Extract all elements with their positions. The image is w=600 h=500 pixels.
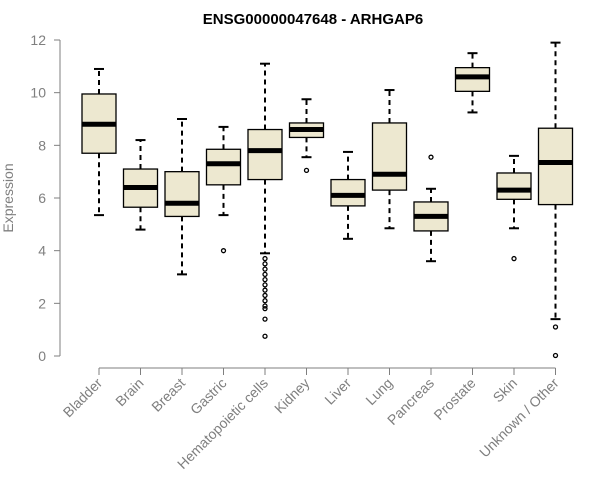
outlier-point xyxy=(262,276,268,283)
outlier-point xyxy=(262,255,268,262)
y-tick-label: 10 xyxy=(30,85,46,101)
box-kidney xyxy=(288,98,325,174)
outlier-point xyxy=(552,324,559,330)
iqr-box xyxy=(205,148,242,186)
outlier-point xyxy=(428,154,434,160)
iqr-box xyxy=(330,178,366,207)
x-tick-label: Breast xyxy=(148,375,188,415)
box-breast xyxy=(164,118,200,276)
box-pancreas xyxy=(413,154,449,263)
y-tick-label: 6 xyxy=(38,190,46,206)
outlier-point xyxy=(552,352,559,359)
y-tick-label: 4 xyxy=(38,243,46,259)
iqr-box xyxy=(496,172,532,200)
iqr-box xyxy=(164,171,200,218)
iqr-box xyxy=(247,128,283,181)
outlier-point xyxy=(262,292,268,299)
outlier-point xyxy=(511,255,517,262)
x-tick-label: Kidney xyxy=(271,375,313,417)
outlier-point xyxy=(262,316,268,322)
box-gastric xyxy=(205,125,242,254)
y-tick-label: 2 xyxy=(38,295,46,311)
chart-title: ENSG00000047648 - ARHGAP6 xyxy=(203,11,423,28)
plot-area xyxy=(81,41,574,359)
x-tick-label: Unknown / Other xyxy=(476,375,562,461)
iqr-box xyxy=(454,67,491,93)
x-tick-label: Lung xyxy=(362,375,395,408)
y-tick-label: 0 xyxy=(38,348,46,364)
outlier-point xyxy=(262,303,268,309)
outlier-point xyxy=(262,266,268,272)
outlier-point xyxy=(303,167,310,174)
y-tick-label: 8 xyxy=(38,137,46,153)
outlier-point xyxy=(262,287,268,293)
outlier-point xyxy=(262,282,268,288)
outlier-point xyxy=(262,298,268,304)
outlier-point xyxy=(262,261,268,267)
x-tick-label: Prostate xyxy=(430,375,478,423)
box-lung xyxy=(371,89,408,230)
x-tick-label: Brain xyxy=(112,375,146,409)
outlier-point xyxy=(262,333,268,339)
y-axis-label: Expression xyxy=(0,163,16,232)
box-skin xyxy=(496,154,532,262)
iqr-box xyxy=(537,127,574,206)
y-tick-label: 12 xyxy=(30,32,46,48)
box-hematopoietic-cells xyxy=(247,62,283,339)
box-bladder xyxy=(81,67,117,217)
box-brain xyxy=(122,139,159,231)
x-tick-label: Skin xyxy=(490,375,521,406)
x-tick-label: Bladder xyxy=(60,375,106,421)
iqr-box xyxy=(371,122,408,191)
outlier-point xyxy=(262,271,268,278)
box-unknown-other xyxy=(537,41,574,359)
outlier-point xyxy=(220,248,227,254)
x-tick-label: Liver xyxy=(321,375,354,408)
box-prostate xyxy=(454,52,491,114)
outlier-point xyxy=(262,305,268,312)
box-liver xyxy=(330,150,366,240)
y-axis: 0 2 4 6 8 10 12 xyxy=(30,32,61,364)
